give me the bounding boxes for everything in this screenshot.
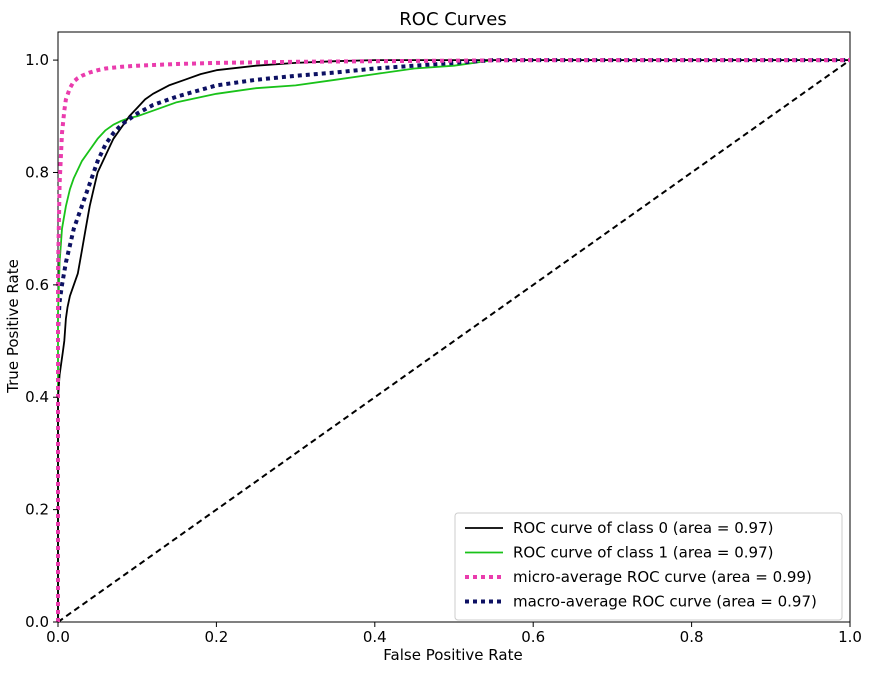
y-tick-label: 0.2 (25, 501, 49, 519)
series-line-1 (57, 59, 850, 622)
legend-box (454, 512, 843, 621)
x-axis-ticks: 0.0 0.2 0.4 0.6 0.8 1.0 (46, 622, 862, 646)
x-tick-label: 1.0 (838, 628, 862, 646)
chance-diagonal-line (57, 59, 851, 623)
x-tick-label: 0.8 (680, 628, 704, 646)
y-tick-label: 0.0 (25, 613, 49, 631)
legend-entry-label: macro-average ROC curve (area = 0.97) (513, 593, 817, 611)
y-tick-label: 1.0 (25, 51, 49, 69)
legend: ROC curve of class 0 (area = 0.97) ROC cu… (454, 512, 843, 621)
x-tick-label: 0.2 (204, 628, 228, 646)
plot-area (56, 31, 851, 623)
y-tick-label: 0.8 (25, 163, 49, 181)
x-tick-label: 0.4 (363, 628, 387, 646)
x-axis-label: False Positive Rate (383, 646, 522, 664)
x-tick-label: 0.0 (46, 628, 70, 646)
series-line-0 (57, 59, 850, 622)
legend-entry-label: ROC curve of class 1 (area = 0.97) (513, 544, 773, 562)
y-tick-label: 0.4 (25, 388, 49, 406)
series-line-3 (56, 58, 850, 622)
chart-title: ROC Curves (399, 9, 506, 30)
y-tick-label: 0.6 (25, 276, 49, 294)
y-axis-label: True Positive Rate (4, 259, 22, 394)
legend-entry-label: ROC curve of class 0 (area = 0.97) (513, 519, 773, 537)
legend-entry-label: micro-average ROC curve (area = 0.99) (513, 568, 812, 586)
x-tick-label: 0.6 (521, 628, 545, 646)
y-axis-ticks: 0.0 0.2 0.4 0.6 0.8 1.0 (25, 51, 58, 631)
